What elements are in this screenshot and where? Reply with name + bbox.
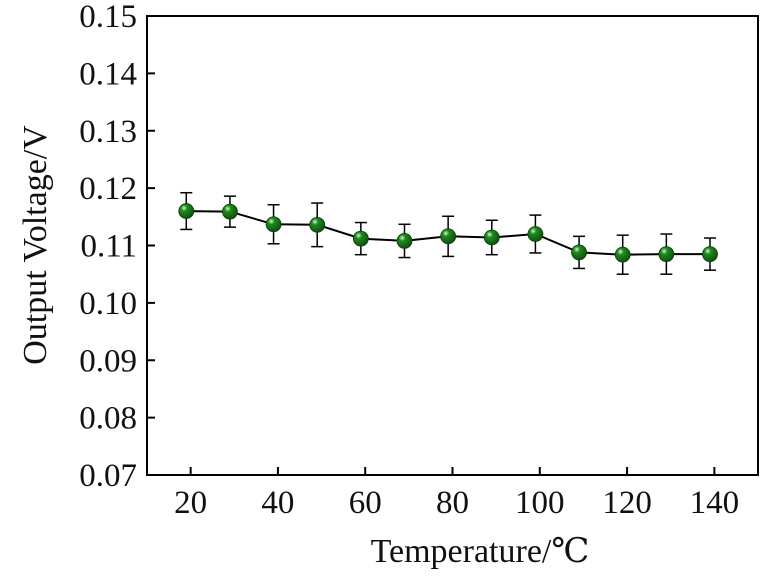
- y-axis-title: Output Voltage/V: [17, 125, 54, 365]
- y-tick-label: 0.08: [79, 401, 137, 437]
- y-tick-label: 0.13: [79, 114, 137, 150]
- series-layer: [178, 191, 718, 275]
- data-point: [527, 226, 544, 242]
- data-point: [352, 230, 369, 247]
- y-axis: 0.07 0.08 0.09 0.10 0.11 0.12 0.13 0.14 0.15: [79, 0, 155, 494]
- x-tick-label: 80: [436, 485, 469, 521]
- y-tick-label: 0.15: [79, 0, 137, 35]
- data-point: [265, 216, 282, 233]
- data-point: [658, 246, 675, 263]
- data-point: [702, 246, 718, 263]
- x-axis-title: Temperature/℃: [371, 533, 590, 570]
- data-point: [483, 229, 500, 246]
- x-tick-label: 140: [690, 485, 740, 521]
- x-tick-label: 120: [602, 485, 652, 521]
- data-point: [396, 233, 413, 249]
- data-point: [178, 203, 195, 219]
- y-tick-label: 0.14: [79, 56, 137, 92]
- data-point: [440, 228, 457, 245]
- y-tick-label: 0.09: [79, 343, 137, 379]
- data-point: [571, 244, 587, 261]
- data-point: [222, 203, 238, 220]
- x-tick-label: 40: [261, 485, 294, 521]
- data-point: [614, 246, 631, 263]
- y-tick-label: 0.12: [79, 171, 137, 207]
- y-tick-label: 0.11: [80, 229, 137, 265]
- y-tick-label: 0.07: [79, 458, 137, 494]
- x-axis: 20 40 60 80 100 120 140: [174, 467, 739, 521]
- data-point: [309, 216, 326, 233]
- x-tick-label: 60: [349, 485, 382, 521]
- x-tick-label: 20: [174, 485, 207, 521]
- y-tick-label: 0.10: [79, 286, 137, 322]
- x-tick-label: 100: [515, 485, 565, 521]
